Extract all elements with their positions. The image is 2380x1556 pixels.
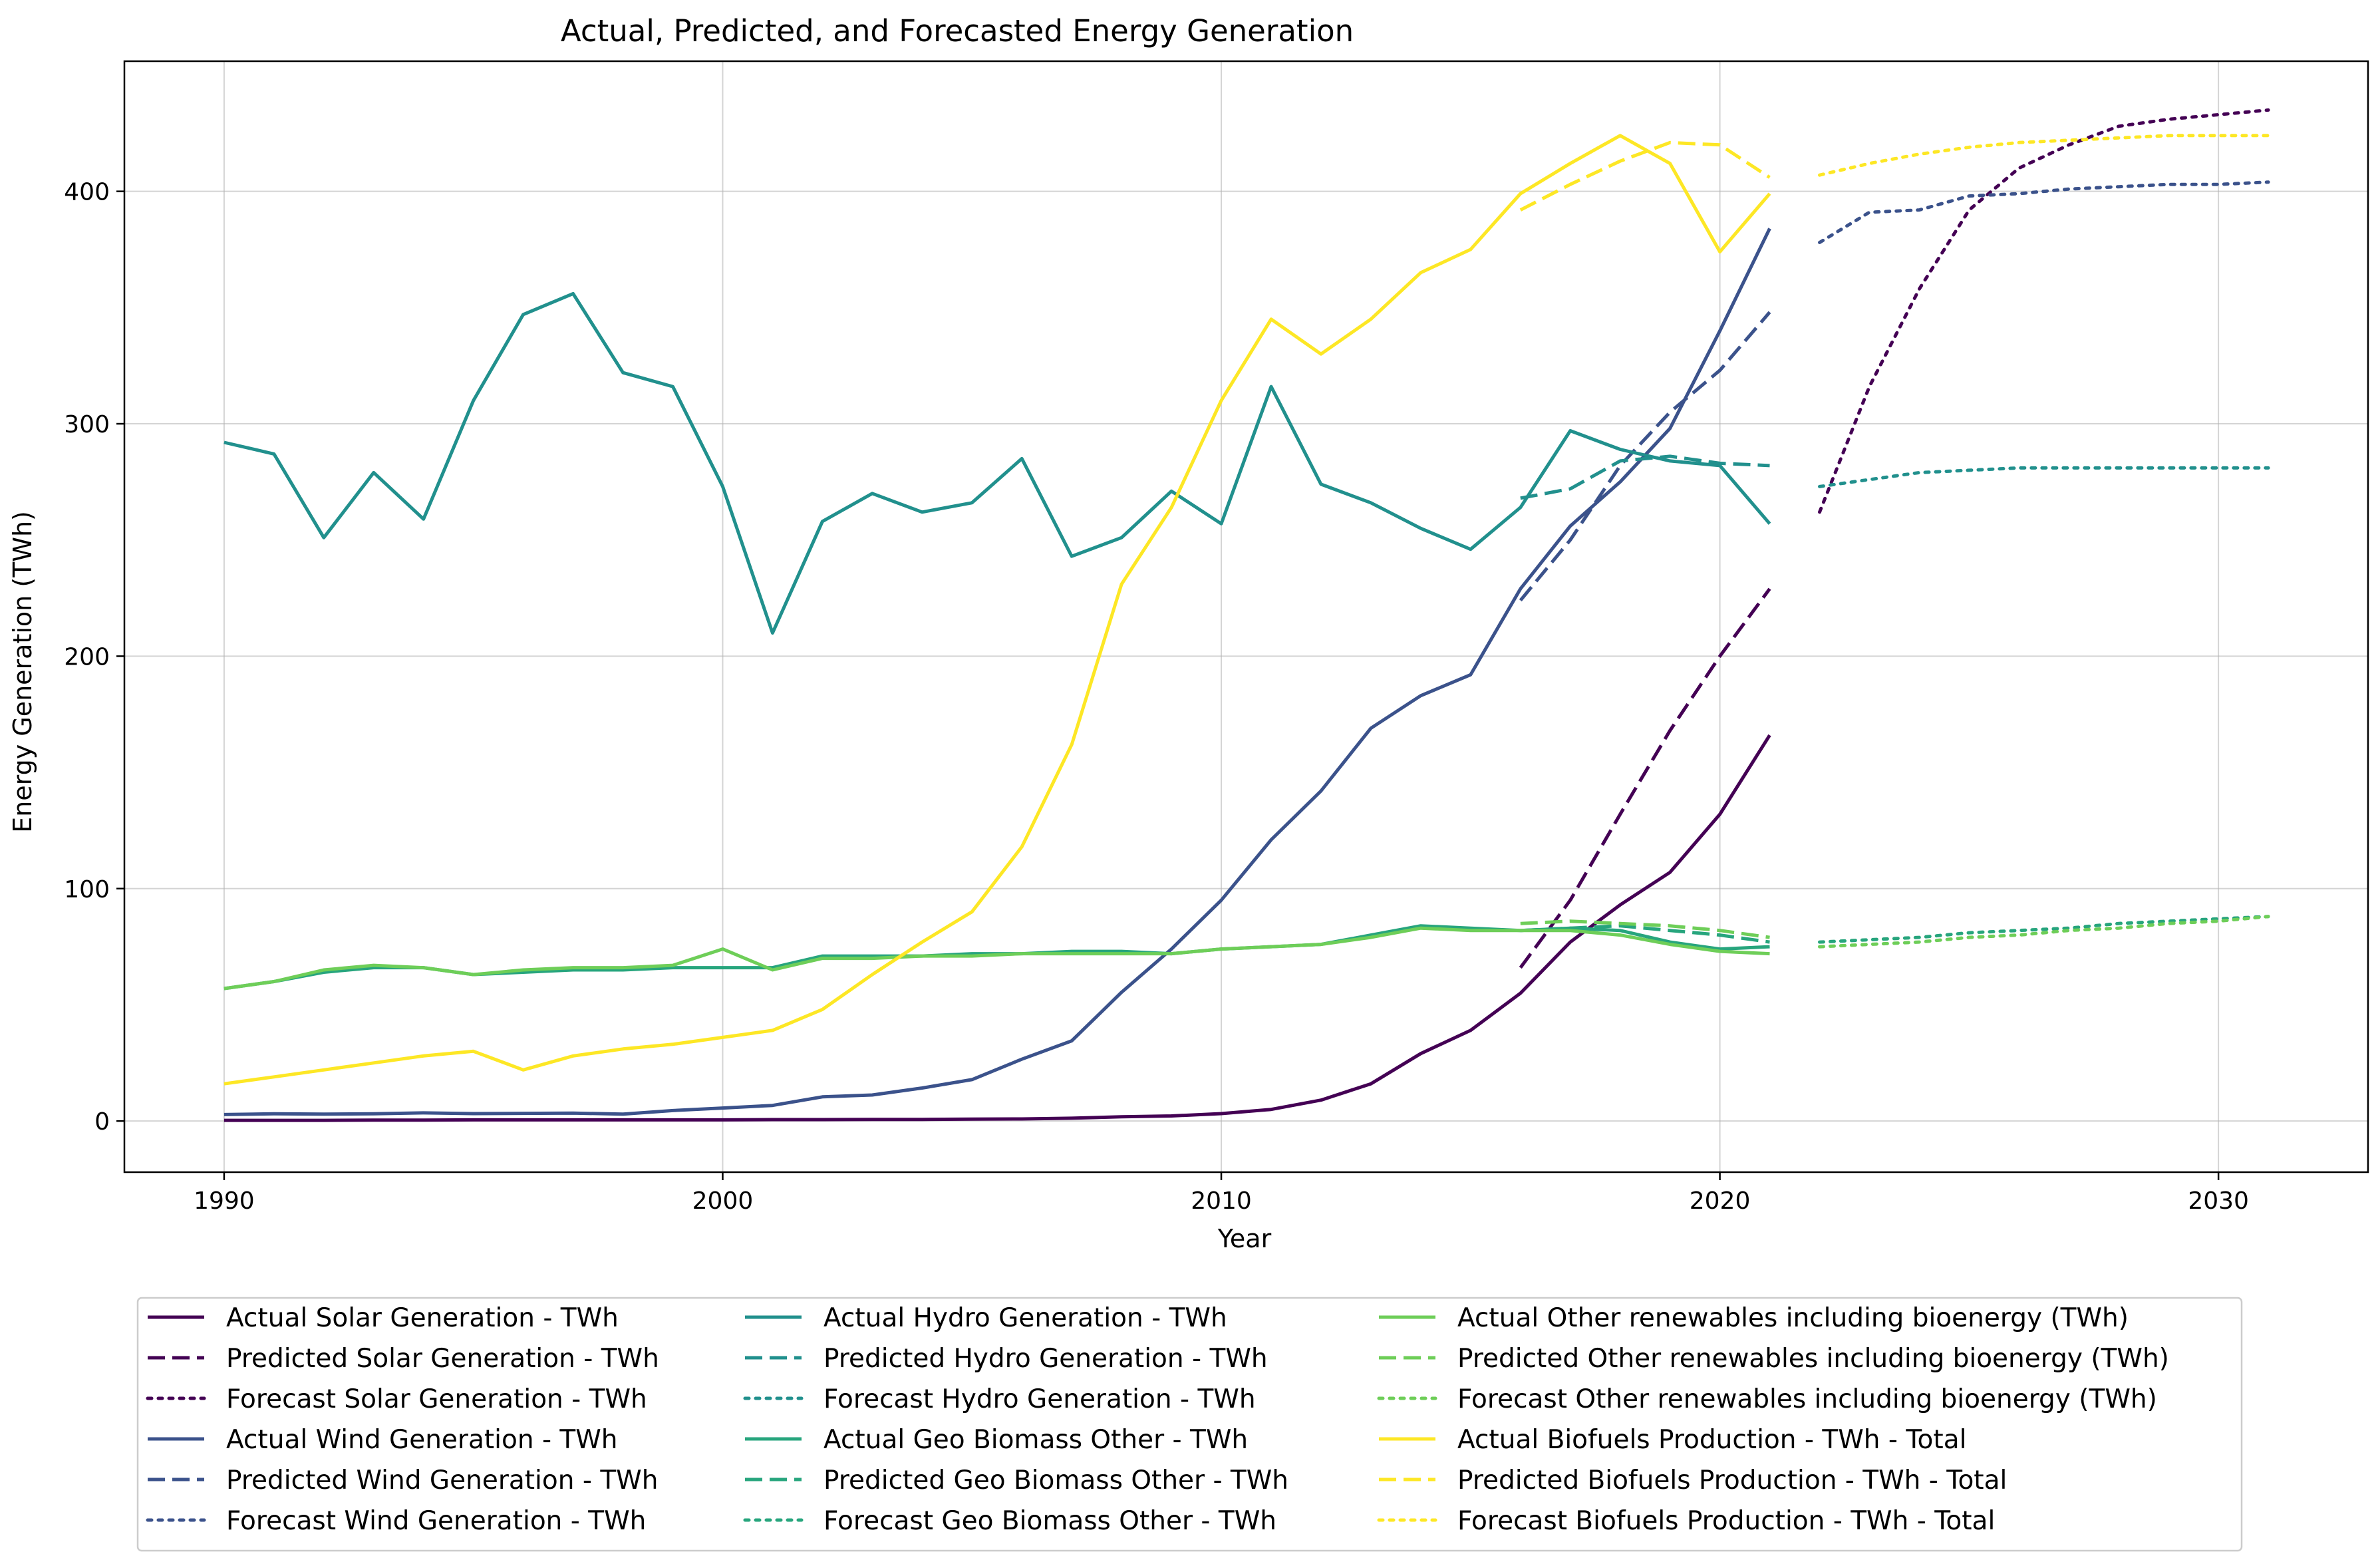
y-axis-label: Energy Generation (TWh) — [8, 511, 37, 833]
axis-ticks: 1990 2000 2010 2020 2030 0 100 200 300 400 — [64, 179, 2249, 1215]
x-axis-label: Year — [1217, 1224, 1272, 1253]
series-line-forecast-biofuels-production-twh-total — [1818, 134, 2270, 177]
legend-entry: Actual Other renewables including bioene… — [1379, 1303, 2129, 1333]
legend-label: Predicted Wind Generation - TWh — [226, 1466, 658, 1495]
series-line-predicted-geo-biomass-other-twh — [1520, 924, 1770, 944]
legend-entry: Predicted Geo Biomass Other - TWh — [745, 1466, 1288, 1495]
legend-entry: Predicted Hydro Generation - TWh — [745, 1344, 1268, 1374]
series-line-forecast-wind-generation-twh — [1818, 180, 2270, 244]
legend-label: Actual Wind Generation - TWh — [226, 1425, 618, 1455]
legend-label: Actual Other renewables including bioene… — [1457, 1303, 2129, 1333]
legend-label: Predicted Other renewables including bio… — [1457, 1344, 2169, 1374]
grid — [124, 61, 2368, 1172]
series-lines — [223, 108, 2270, 1122]
legend-label: Forecast Other renewables including bioe… — [1457, 1384, 2157, 1414]
legend-label: Actual Biofuels Production - TWh - Total — [1457, 1425, 1966, 1455]
legend-label: Actual Hydro Generation - TWh — [823, 1303, 1227, 1333]
y-tick-label: 400 — [64, 179, 110, 206]
series-line-forecast-solar-generation-twh — [1818, 108, 2270, 514]
legend-entry: Forecast Biofuels Production - TWh - Tot… — [1377, 1506, 1995, 1536]
legend-entry: Forecast Solar Generation - TWh — [146, 1384, 647, 1414]
legend-label: Forecast Solar Generation - TWh — [226, 1384, 647, 1414]
legend-label: Predicted Geo Biomass Other - TWh — [823, 1466, 1288, 1495]
legend-label: Predicted Hydro Generation - TWh — [823, 1344, 1268, 1374]
legend-box — [136, 1297, 2243, 1552]
y-tick-label: 0 — [94, 1108, 110, 1136]
y-tick-label: 100 — [64, 876, 110, 903]
x-tick-label: 2010 — [1191, 1187, 1252, 1215]
legend-entry: Forecast Other renewables including bioe… — [1377, 1384, 2157, 1414]
series-line-predicted-wind-generation-twh — [1519, 311, 1771, 602]
series-line-actual-other-renewables-including-bioenergy-twh — [223, 926, 1770, 991]
legend-label: Predicted Solar Generation - TWh — [226, 1344, 659, 1374]
legend: Actual Solar Generation - TWh Predicted S… — [136, 1297, 2243, 1552]
plot-frame — [123, 60, 2369, 1173]
series-line-actual-wind-generation-twh — [223, 228, 1771, 1116]
x-tick-label: 2030 — [2188, 1187, 2249, 1215]
legend-label: Actual Geo Biomass Other - TWh — [823, 1425, 1248, 1455]
legend-entry: Actual Wind Generation - TWh — [148, 1425, 618, 1455]
series-line-actual-solar-generation-twh — [223, 734, 1771, 1122]
legend-label: Forecast Geo Biomass Other - TWh — [823, 1506, 1276, 1536]
legend-entry: Actual Biofuels Production - TWh - Total — [1379, 1425, 1966, 1455]
legend-label: Actual Solar Generation - TWh — [226, 1303, 619, 1333]
x-tick-label: 1990 — [194, 1187, 255, 1215]
series-line-actual-hydro-generation-twh — [223, 291, 1771, 635]
series-line-forecast-geo-biomass-other-twh — [1818, 915, 2270, 944]
legend-entry: Forecast Geo Biomass Other - TWh — [743, 1506, 1276, 1536]
y-tick-label: 200 — [64, 643, 110, 671]
series-line-predicted-biofuels-production-twh-total — [1519, 140, 1771, 212]
x-tick-label: 2020 — [1690, 1187, 1751, 1215]
legend-label: Forecast Hydro Generation - TWh — [823, 1384, 1256, 1414]
series-line-forecast-hydro-generation-twh — [1818, 466, 2270, 488]
legend-entry: Predicted Other renewables including bio… — [1379, 1344, 2169, 1374]
legend-entry: Forecast Wind Generation - TWh — [146, 1506, 646, 1536]
series-line-predicted-solar-generation-twh — [1519, 587, 1771, 969]
legend-entry: Predicted Biofuels Production - TWh - To… — [1379, 1466, 2007, 1495]
chart-title: Actual, Predicted, and Forecasted Energy… — [561, 13, 1354, 49]
legend-label: Forecast Wind Generation - TWh — [226, 1506, 646, 1536]
legend-entry: Predicted Solar Generation - TWh — [148, 1344, 659, 1374]
x-tick-label: 2000 — [692, 1187, 754, 1215]
y-tick-label: 300 — [64, 411, 110, 438]
series-line-predicted-hydro-generation-twh — [1520, 454, 1770, 500]
series-line-predicted-other-renewables-including-bioenergy-twh — [1520, 919, 1770, 939]
series-line-forecast-other-renewables-including-bioenergy-twh — [1818, 915, 2270, 949]
legend-label: Predicted Biofuels Production - TWh - To… — [1457, 1466, 2007, 1495]
series-line-actual-biofuels-production-twh-total — [223, 134, 1771, 1086]
legend-entry: Actual Solar Generation - TWh — [148, 1303, 619, 1333]
legend-label: Forecast Biofuels Production - TWh - Tot… — [1457, 1506, 1995, 1536]
legend-entry: Actual Geo Biomass Other - TWh — [745, 1425, 1248, 1455]
legend-entry: Forecast Hydro Generation - TWh — [743, 1384, 1256, 1414]
legend-entry: Predicted Wind Generation - TWh — [148, 1466, 658, 1495]
legend-entry: Actual Hydro Generation - TWh — [745, 1303, 1227, 1333]
